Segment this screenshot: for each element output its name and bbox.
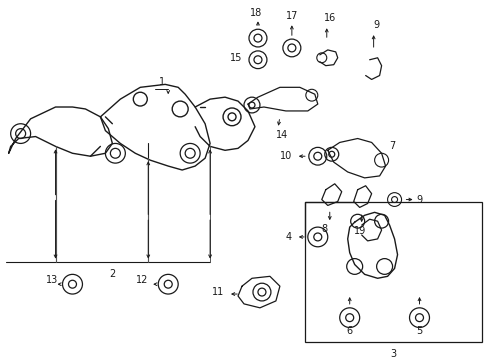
Text: 18: 18 xyxy=(249,9,262,18)
Text: 9: 9 xyxy=(416,194,422,204)
Text: 11: 11 xyxy=(211,287,224,297)
Text: 17: 17 xyxy=(285,12,298,22)
Text: 2: 2 xyxy=(109,269,115,279)
Text: 14: 14 xyxy=(275,130,287,140)
Text: 10: 10 xyxy=(279,151,291,161)
Text: 12: 12 xyxy=(136,275,148,285)
Text: 1: 1 xyxy=(159,77,165,87)
Text: 19: 19 xyxy=(353,226,365,236)
Text: 9: 9 xyxy=(373,20,379,30)
Text: 5: 5 xyxy=(415,327,422,337)
Text: 13: 13 xyxy=(46,275,59,285)
Text: 7: 7 xyxy=(388,141,395,152)
Bar xyxy=(304,202,481,342)
Text: 4: 4 xyxy=(285,232,291,242)
Text: 15: 15 xyxy=(229,53,242,63)
Text: 8: 8 xyxy=(321,224,327,234)
Text: 16: 16 xyxy=(323,13,335,23)
Text: 6: 6 xyxy=(346,327,352,337)
Text: 3: 3 xyxy=(390,349,396,359)
